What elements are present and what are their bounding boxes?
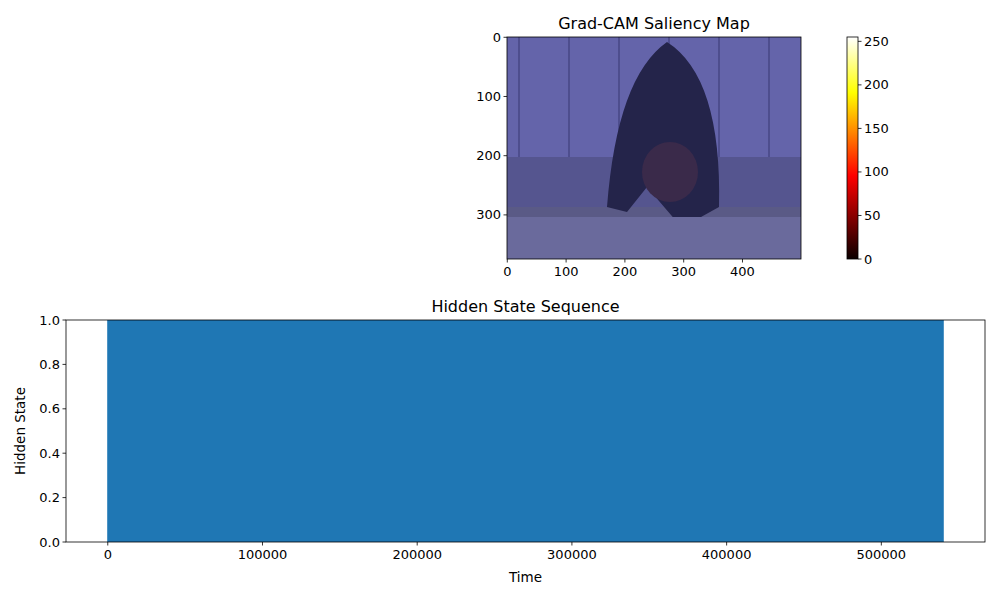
y-tick bbox=[504, 37, 508, 38]
x-tick-label: 200 bbox=[612, 264, 637, 279]
y-tick-label: 0.2 bbox=[39, 490, 60, 505]
title: Hidden State Sequence bbox=[431, 297, 619, 316]
x-tick-label: 300 bbox=[671, 264, 696, 279]
y-tick-label: 0.6 bbox=[39, 401, 60, 416]
x-tick bbox=[566, 259, 567, 263]
colorbar-tick bbox=[858, 259, 862, 260]
x-tick bbox=[683, 259, 684, 263]
x-tick-label: 0 bbox=[503, 264, 511, 279]
colorbar-tick-label: 100 bbox=[864, 164, 889, 179]
area bbox=[108, 320, 943, 542]
fence-line bbox=[568, 37, 570, 157]
log-board bbox=[507, 217, 801, 259]
y-tick-label: 0 bbox=[493, 30, 501, 45]
x-tick-label: 200000 bbox=[392, 547, 442, 562]
ground bbox=[507, 207, 801, 259]
x-tick bbox=[107, 542, 108, 546]
axes-1: 0 100000 200000 300000 400000 500000 0.0 0.2 0.4… bbox=[12, 297, 985, 585]
title: Grad-CAM Saliency Map bbox=[558, 14, 750, 33]
y-tick bbox=[63, 497, 67, 498]
y-tick bbox=[504, 155, 508, 156]
x-tick-label: 100 bbox=[554, 264, 579, 279]
x-tick bbox=[881, 542, 882, 546]
y-tick bbox=[63, 408, 67, 409]
y-tick bbox=[63, 453, 67, 454]
y-tick bbox=[63, 320, 67, 321]
colorbar-tick bbox=[858, 215, 862, 216]
x-label: Time bbox=[508, 569, 542, 585]
colorbar-tick-label: 250 bbox=[864, 34, 889, 49]
x-tick bbox=[507, 259, 508, 263]
colorbar-tick bbox=[858, 84, 862, 85]
image-bg bbox=[507, 37, 801, 259]
fence-line bbox=[518, 37, 520, 157]
frame bbox=[66, 320, 985, 542]
x-tick bbox=[262, 542, 263, 546]
y-tick-label: 0.4 bbox=[39, 446, 60, 461]
plot-area bbox=[108, 320, 943, 542]
y-tick-label: 300 bbox=[476, 207, 501, 222]
y-tick-label: 1.0 bbox=[39, 313, 60, 328]
fence-line bbox=[768, 37, 770, 157]
image bbox=[507, 37, 801, 259]
x-tick bbox=[417, 542, 418, 546]
colorbar-tick-label: 0 bbox=[864, 252, 872, 267]
dog bbox=[607, 42, 719, 222]
colorbar-tick-label: 200 bbox=[864, 77, 889, 92]
y-tick-label: 0.8 bbox=[39, 357, 60, 372]
x-tick bbox=[726, 542, 727, 546]
x-tick-label: 0 bbox=[104, 547, 112, 562]
x-tick-label: 400 bbox=[730, 264, 755, 279]
x-tick bbox=[624, 259, 625, 263]
y-tick bbox=[504, 96, 508, 97]
colorbar bbox=[847, 37, 858, 259]
y-tick bbox=[504, 214, 508, 215]
colorbar-tick bbox=[858, 171, 862, 172]
figure: 0 100 200 300 400 0 100 200 300 Grad-CAM Saliency… bbox=[0, 0, 1000, 600]
dog-head bbox=[642, 142, 698, 202]
x-tick bbox=[571, 542, 572, 546]
y-tick-label: 200 bbox=[476, 148, 501, 163]
x-tick-label: 300000 bbox=[547, 547, 597, 562]
x-tick-label: 100000 bbox=[238, 547, 288, 562]
colorbar-tick-label: 50 bbox=[864, 208, 881, 223]
colorbar-tick bbox=[858, 128, 862, 129]
x-tick bbox=[742, 259, 743, 263]
axes-0: 0 100 200 300 400 0 100 200 300 Grad-CAM Saliency… bbox=[476, 14, 889, 279]
y-label: Hidden State bbox=[12, 387, 28, 475]
y-tick bbox=[63, 542, 67, 543]
x-tick-label: 400000 bbox=[702, 547, 752, 562]
y-tick-label: 100 bbox=[476, 89, 501, 104]
fence-line bbox=[718, 37, 720, 157]
x-tick-label: 500000 bbox=[857, 547, 907, 562]
y-tick bbox=[63, 364, 67, 365]
colorbar-tick-label: 150 bbox=[864, 121, 889, 136]
colorbar-tick bbox=[858, 41, 862, 42]
y-tick-label: 0.0 bbox=[39, 535, 60, 550]
frame bbox=[507, 37, 801, 259]
